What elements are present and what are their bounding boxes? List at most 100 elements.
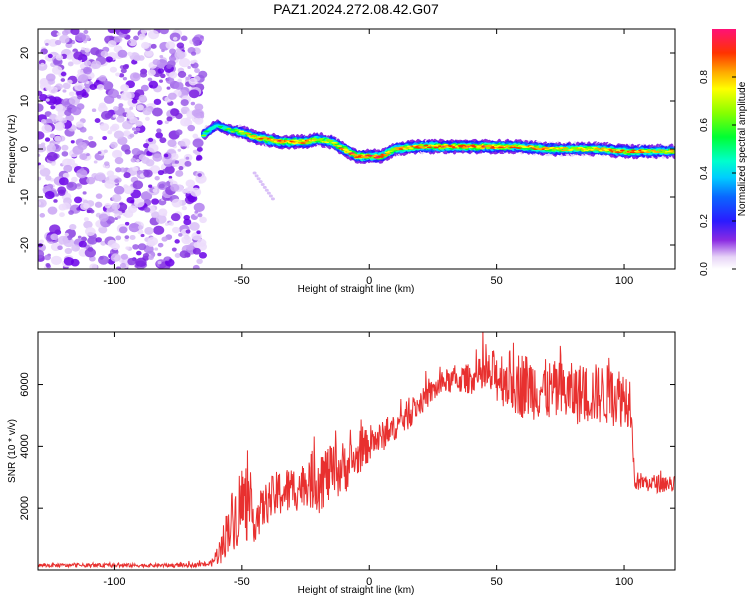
ridge-cell xyxy=(346,151,352,153)
ridge-cell xyxy=(226,127,232,130)
noise-speckle xyxy=(167,139,177,148)
noise-speckle xyxy=(60,71,67,77)
noise-speckle xyxy=(68,91,75,97)
noise-speckle xyxy=(119,263,127,269)
ridge-cell xyxy=(245,132,252,135)
streak-speckle xyxy=(268,194,273,198)
noise-speckle xyxy=(41,124,53,134)
noise-speckle xyxy=(58,177,69,186)
noise-speckle xyxy=(135,120,143,127)
colorbar-tick-label: 0.2 xyxy=(699,214,710,228)
noise-speckle xyxy=(38,198,47,208)
noise-speckle xyxy=(166,86,171,90)
noise-speckle xyxy=(151,107,163,117)
noise-speckle xyxy=(183,218,192,226)
noise-speckle xyxy=(104,161,110,166)
noise-speckle xyxy=(88,135,94,141)
noise-speckle xyxy=(146,29,152,32)
noise-speckle xyxy=(175,129,183,136)
noise-speckle xyxy=(129,72,141,82)
noise-speckle xyxy=(158,183,165,189)
ridge-cell xyxy=(307,141,313,143)
noise-speckle xyxy=(89,83,97,91)
x-tick-label: -100 xyxy=(103,576,125,588)
streak-speckle xyxy=(260,183,265,187)
noise-speckle xyxy=(159,137,167,144)
noise-speckle xyxy=(83,217,89,222)
y-tick-label: 0 xyxy=(19,146,31,152)
noise-speckle xyxy=(140,29,148,34)
ridge-cell xyxy=(561,149,567,152)
ridge-cell xyxy=(251,134,257,137)
noise-speckle xyxy=(181,189,186,193)
colorbar-tick-label: 0.4 xyxy=(699,166,710,180)
noise-speckle xyxy=(45,98,50,102)
ridge-cell xyxy=(258,137,264,140)
noise-speckle xyxy=(129,106,134,110)
streak-speckle xyxy=(254,174,259,178)
noise-speckle xyxy=(128,222,140,233)
ridge-cell xyxy=(639,151,645,153)
noise-speckle xyxy=(157,252,162,257)
noise-speckle xyxy=(113,185,125,195)
noise-speckle xyxy=(127,51,133,57)
noise-speckle xyxy=(135,127,141,132)
noise-speckle xyxy=(45,95,57,106)
noise-speckle xyxy=(69,96,81,106)
ridge-cell xyxy=(586,146,592,149)
noise-speckle xyxy=(140,191,153,201)
noise-speckle xyxy=(67,158,76,166)
spectrogram-plot-area xyxy=(38,29,675,269)
noise-speckle xyxy=(39,94,48,102)
noise-speckle xyxy=(107,40,117,48)
ridge-cell xyxy=(528,145,535,148)
ridge-cell xyxy=(201,134,207,137)
noise-speckle xyxy=(103,149,108,153)
noise-speckle xyxy=(152,188,158,193)
noise-speckle xyxy=(39,239,45,244)
noise-speckle xyxy=(137,243,147,251)
noise-speckle xyxy=(159,54,164,59)
noise-speckle xyxy=(143,43,149,48)
noise-speckle xyxy=(196,258,203,264)
ridge-cell xyxy=(542,146,549,149)
y-tick-label: 20 xyxy=(19,47,31,59)
noise-speckle xyxy=(46,144,57,152)
noise-speckle xyxy=(71,106,82,116)
noise-speckle xyxy=(116,215,121,219)
noise-speckle xyxy=(148,255,154,261)
noise-speckle xyxy=(83,220,93,229)
y-tick-label: -10 xyxy=(19,189,31,205)
noise-speckle xyxy=(61,151,69,157)
noise-speckle xyxy=(181,235,192,245)
y-tick-label: 4000 xyxy=(19,434,31,458)
noise-speckle xyxy=(77,235,82,239)
noise-speckle xyxy=(184,187,193,194)
noise-speckle xyxy=(194,103,204,111)
noise-speckle xyxy=(169,48,177,55)
noise-speckle xyxy=(76,183,81,187)
ridge-cell xyxy=(662,149,668,152)
ridge-cell xyxy=(594,147,601,150)
noise-speckle xyxy=(139,71,148,78)
x-tick-label: -50 xyxy=(234,576,250,588)
ridge-cell xyxy=(209,128,215,130)
noise-speckle xyxy=(168,55,177,62)
noise-speckle xyxy=(185,179,195,188)
noise-speckle xyxy=(123,131,129,137)
noise-speckle xyxy=(100,50,109,58)
noise-speckle xyxy=(143,142,150,149)
noise-speckle xyxy=(147,69,156,76)
noise-speckle xyxy=(198,251,207,259)
noise-speckle xyxy=(98,213,109,222)
noise-speckle xyxy=(38,201,42,206)
noise-speckle xyxy=(170,213,181,222)
noise-speckle xyxy=(47,53,53,59)
noise-speckle xyxy=(45,73,56,82)
noise-speckle xyxy=(118,226,128,234)
noise-speckle xyxy=(95,237,102,243)
noise-speckle xyxy=(152,58,161,66)
noise-speckle xyxy=(38,143,46,153)
noise-speckle xyxy=(77,74,89,84)
